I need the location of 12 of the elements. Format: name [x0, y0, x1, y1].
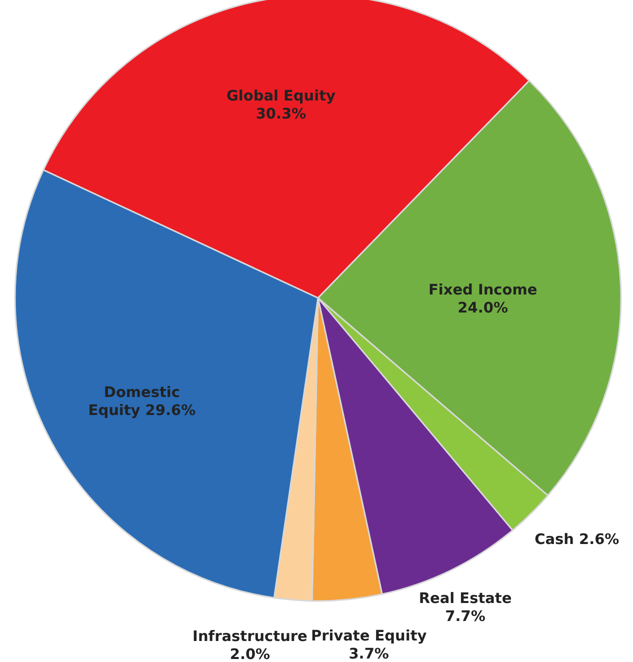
slice-label: Infrastructure: [192, 628, 308, 645]
slice-label: Fixed Income: [428, 282, 538, 299]
slice-label: Real Estate: [418, 590, 512, 607]
data-label: 3.7%: [348, 646, 390, 662]
slice-label: Cash 2.6%: [534, 532, 620, 548]
slice-label: Global Equity: [226, 88, 336, 104]
data-label: 24.0%: [458, 300, 508, 317]
data-label: 2.0%: [230, 646, 271, 662]
data-label: 30.3%: [256, 106, 307, 122]
data-label: 7.7%: [445, 608, 486, 625]
slice-label: Domestic Equity 29.6%: [88, 384, 196, 419]
slice-label: Private Equity: [310, 628, 428, 644]
